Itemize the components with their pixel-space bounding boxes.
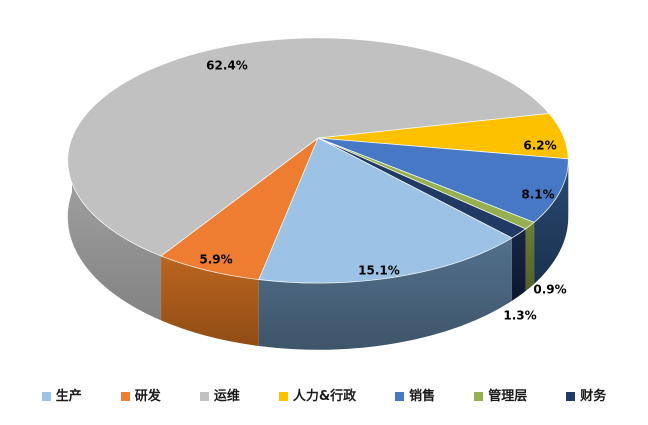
legend-item-财务[interactable]: 财务 <box>566 390 606 403</box>
pie-slice-side-生产 <box>258 237 512 350</box>
data-label-研发: 5.9% <box>199 253 232 267</box>
data-label-人力&行政: 6.2% <box>523 139 556 153</box>
legend-label: 运维 <box>213 389 240 404</box>
data-label-管理层: 0.9% <box>533 283 566 297</box>
legend-label: 生产 <box>55 389 82 404</box>
pie-slice-side-管理层 <box>525 222 535 292</box>
data-label-运维: 62.4% <box>206 59 248 73</box>
pie-slice-生产[interactable] <box>258 137 513 284</box>
pie-slice-研发[interactable] <box>160 137 319 280</box>
pie-slice-销售[interactable] <box>317 137 569 223</box>
legend-item-生产[interactable]: 生产 <box>41 389 82 404</box>
legend-swatch-icon <box>120 392 130 401</box>
legend-item-销售[interactable]: 销售 <box>395 390 435 403</box>
legend-label: 人力&行政 <box>292 389 357 404</box>
legend-item-管理层[interactable]: 管理层 <box>474 390 527 403</box>
legend-swatch-icon <box>278 392 288 401</box>
pie-slice-side-销售 <box>534 158 569 284</box>
legend-label: 财务 <box>580 389 607 404</box>
legend-label: 管理层 <box>488 389 528 404</box>
legend-item-人力&行政[interactable]: 人力&行政 <box>278 389 357 404</box>
legend-swatch-icon <box>41 392 51 401</box>
legend-swatch-icon <box>474 392 484 401</box>
legend-swatch-icon <box>566 392 576 401</box>
data-label-销售: 8.1% <box>521 188 554 202</box>
chart-legend: 生产 研发 运维 人力&行政 销售 管理层 财务 <box>0 390 648 403</box>
legend-item-研发[interactable]: 研发 <box>120 389 161 404</box>
legend-swatch-icon <box>395 392 405 401</box>
pie-slice-运维[interactable] <box>67 37 550 257</box>
pie-slice-side-财务 <box>511 228 526 301</box>
legend-swatch-icon <box>199 392 209 401</box>
pie-slice-side-运维 <box>67 138 162 321</box>
pie-slice-side-研发 <box>161 255 259 347</box>
legend-label: 销售 <box>409 389 436 404</box>
legend-item-运维[interactable]: 运维 <box>199 389 240 404</box>
legend-label: 研发 <box>134 389 161 404</box>
data-label-生产: 15.1% <box>358 264 400 278</box>
data-label-财务: 1.3% <box>503 309 536 323</box>
